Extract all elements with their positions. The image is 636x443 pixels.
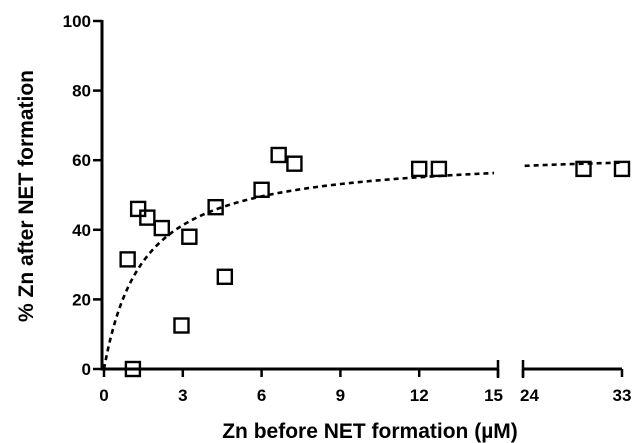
fit-curve [102,161,623,370]
data-points [119,146,631,378]
data-point [430,160,448,178]
x-tick-label: 9 [336,386,345,405]
data-point [575,160,592,178]
fit-curve-segment-1 [102,171,495,370]
y-tick-label: 40 [72,221,91,240]
data-point [124,360,142,378]
y-tick-label: 0 [82,360,91,379]
axes [100,20,622,378]
y-tick-label: 100 [63,12,91,31]
data-point [411,160,428,178]
x-axis-title: Zn before NET formation (µM) [222,420,518,443]
x-axis-ticks: 0 3 6 9 12 15 24 33 [99,369,631,405]
x-tick-label: 12 [410,386,429,405]
data-point [216,268,234,285]
data-point [270,146,287,164]
data-point [173,317,190,334]
data-point [139,209,156,226]
data-point [286,155,303,172]
y-axis-title: % Zn after NET formation [15,70,38,322]
data-point [207,198,224,216]
y-tick-label: 80 [72,82,91,101]
data-point [129,200,147,218]
x-tick-label: 24 [520,386,539,405]
x-tick-label: 6 [257,386,266,405]
y-tick-label: 20 [72,290,91,309]
data-point [613,160,631,178]
data-point [153,219,170,237]
x-tick-label: 33 [613,386,632,405]
data-point [253,181,270,198]
x-tick-label: 15 [484,386,503,405]
x-tick-label: 3 [178,386,187,405]
data-point [119,251,136,268]
data-point [181,228,198,245]
x-tick-label: 0 [99,386,108,405]
y-tick-label: 60 [72,151,91,170]
y-axis-ticks: 0 20 40 60 80 100 [63,12,102,379]
fit-curve-segment-2 [524,161,623,168]
